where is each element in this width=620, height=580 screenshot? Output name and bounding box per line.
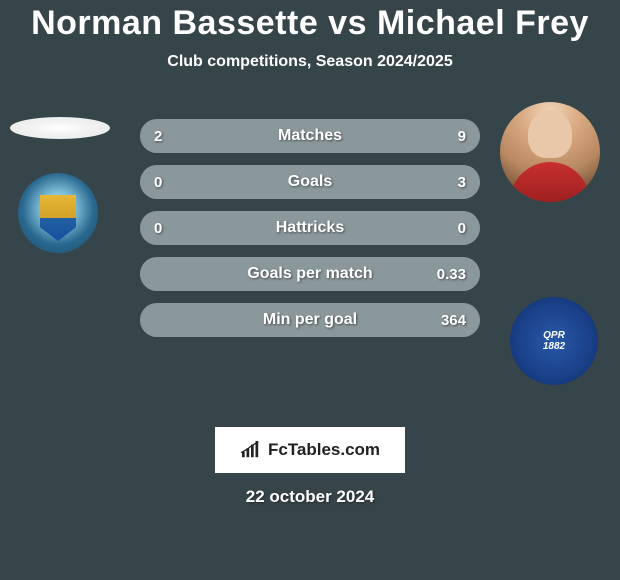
stat-row: 2 Matches 9 [140, 119, 480, 153]
stat-label: Matches [278, 127, 342, 145]
player-left-avatar [10, 117, 110, 139]
stat-label: Hattricks [276, 219, 344, 237]
stat-rows: 2 Matches 9 0 Goals 3 0 Hattricks 0 Goals per mat… [140, 119, 480, 349]
stat-value-right: 9 [458, 128, 466, 145]
stat-label: Min per goal [263, 311, 357, 329]
chart-bar-icon [240, 441, 262, 459]
page-title: Norman Bassette vs Michael Frey [0, 4, 620, 43]
comparison-area: QPR1882 2 Matches 9 0 Goals 3 0 Hattricks 0 Goals… [0, 105, 620, 385]
stat-label: Goals per match [247, 265, 372, 283]
date-label: 22 october 2024 [0, 487, 620, 507]
subtitle: Club competitions, Season 2024/2025 [0, 53, 620, 71]
stat-row: 0 Goals 3 [140, 165, 480, 199]
stat-value-left: 2 [154, 128, 162, 145]
stat-row: Goals per match 0.33 [140, 257, 480, 291]
stat-fill-left [140, 119, 201, 153]
stat-row: 0 Hattricks 0 [140, 211, 480, 245]
branding-text: FcTables.com [268, 440, 380, 460]
branding-badge: FcTables.com [215, 427, 405, 473]
stat-row: Min per goal 364 [140, 303, 480, 337]
club-right-label: QPR1882 [543, 330, 565, 352]
comparison-infographic: Norman Bassette vs Michael Frey Club com… [0, 0, 620, 580]
stat-value-left: 0 [154, 220, 162, 237]
club-left-badge [18, 173, 98, 253]
stat-value-left: 0 [154, 174, 162, 191]
stat-value-right: 0 [458, 220, 466, 237]
player-right-avatar [500, 102, 600, 202]
club-right-badge: QPR1882 [510, 297, 598, 385]
stat-value-right: 364 [441, 312, 466, 329]
stat-label: Goals [288, 173, 332, 191]
stat-value-right: 0.33 [437, 266, 466, 283]
stat-value-right: 3 [458, 174, 466, 191]
